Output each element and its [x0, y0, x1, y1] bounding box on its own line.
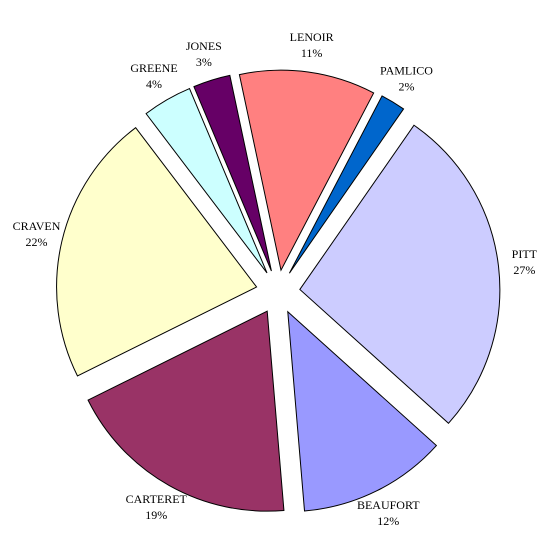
slice-label: LENOIR [290, 30, 334, 44]
slice-label: CRAVEN [13, 219, 61, 233]
slice-value-label: 19% [145, 508, 167, 522]
slice-value-label: 22% [26, 235, 48, 249]
slice-value-label: 12% [377, 514, 399, 528]
pie-slice [87, 310, 285, 512]
pie-slice [287, 310, 438, 512]
pie-slice [288, 95, 405, 274]
slice-value-label: 4% [146, 77, 162, 91]
slice-label: CARTERET [126, 492, 188, 506]
slice-label: GREENE [130, 61, 177, 75]
pie-slice [299, 124, 501, 425]
pie-slice [238, 69, 375, 272]
slice-value-label: 27% [513, 263, 535, 277]
slice-label: JONES [186, 39, 222, 53]
pie-slice [193, 74, 272, 272]
pie-slice [56, 126, 258, 377]
slice-value-label: 2% [398, 80, 414, 94]
slice-value-label: 3% [196, 55, 212, 69]
pie-slice [145, 87, 268, 274]
slice-label: PAMLICO [380, 64, 433, 78]
slice-label: PITT [512, 247, 538, 261]
slice-label: BEAUFORT [357, 498, 420, 512]
slice-value-label: 11% [301, 46, 323, 60]
